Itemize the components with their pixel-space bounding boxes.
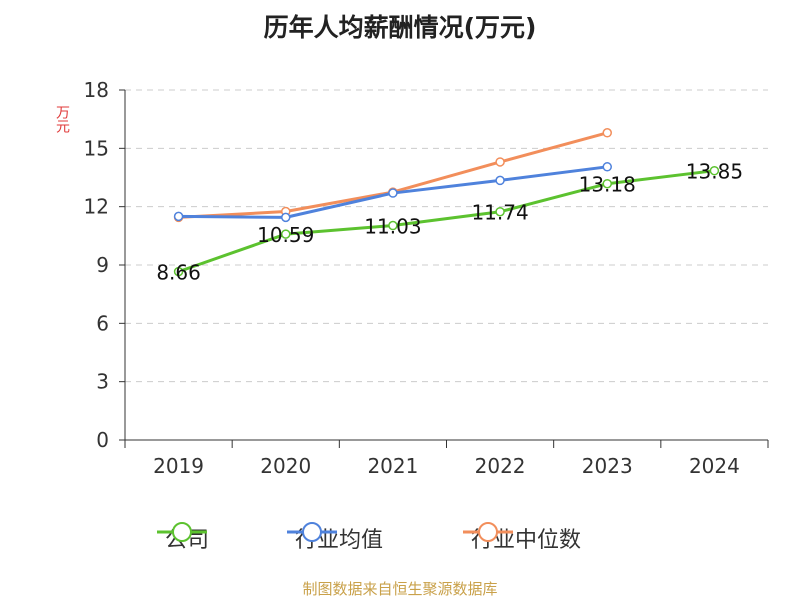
x-tick-label: 2020 [260,454,311,478]
legend: 公司 行业均值 行业中位数 [0,520,800,556]
y-tick-label: 3 [96,370,109,394]
legend-marker-industry-mean [287,522,337,542]
y-tick-label: 0 [96,428,109,452]
data-point [602,178,612,189]
data-point [602,128,612,138]
data-point [173,266,184,277]
x-tick-label: 2021 [367,454,418,478]
legend-item-industry-median[interactable]: 行业中位数 [463,520,581,556]
y-tick-label: 18 [84,78,109,102]
y-tick-label: 9 [96,253,109,277]
y-axis-label: 万元 [54,105,70,133]
data-point [709,165,720,176]
chart-title: 历年人均薪酬情况(万元) [263,13,537,42]
data-point [281,229,291,239]
data-label: 8.66 [156,261,201,285]
legend-item-industry-mean[interactable]: 行业均值 [287,520,383,556]
data-label: 11.03 [364,215,421,239]
data-label: 11.74 [471,201,528,225]
legend-marker-company [157,522,207,542]
x-tick-label: 2022 [475,454,526,478]
data-point [495,175,505,186]
data-point [602,162,612,172]
data-label: 10.59 [257,223,314,247]
data-point [281,212,291,223]
data-source-note: 制图数据来自恒生聚源数据库 [302,580,498,598]
data-label: 13.18 [579,173,636,197]
data-label: 13.85 [686,160,743,184]
data-point [495,206,505,217]
data-point [495,157,505,167]
x-tick-label: 2024 [689,454,740,478]
x-tick-label: 2019 [153,454,204,478]
series-line [178,169,715,274]
y-tick-label: 6 [96,311,109,335]
y-tick-label: 12 [84,195,109,219]
legend-marker-industry-median [463,522,513,542]
data-point [388,188,398,198]
x-tick-label: 2023 [582,454,633,478]
data-point [173,211,184,222]
data-point [388,220,398,231]
legend-item-company[interactable]: 公司 [157,520,209,556]
y-tick-label: 15 [84,136,109,160]
